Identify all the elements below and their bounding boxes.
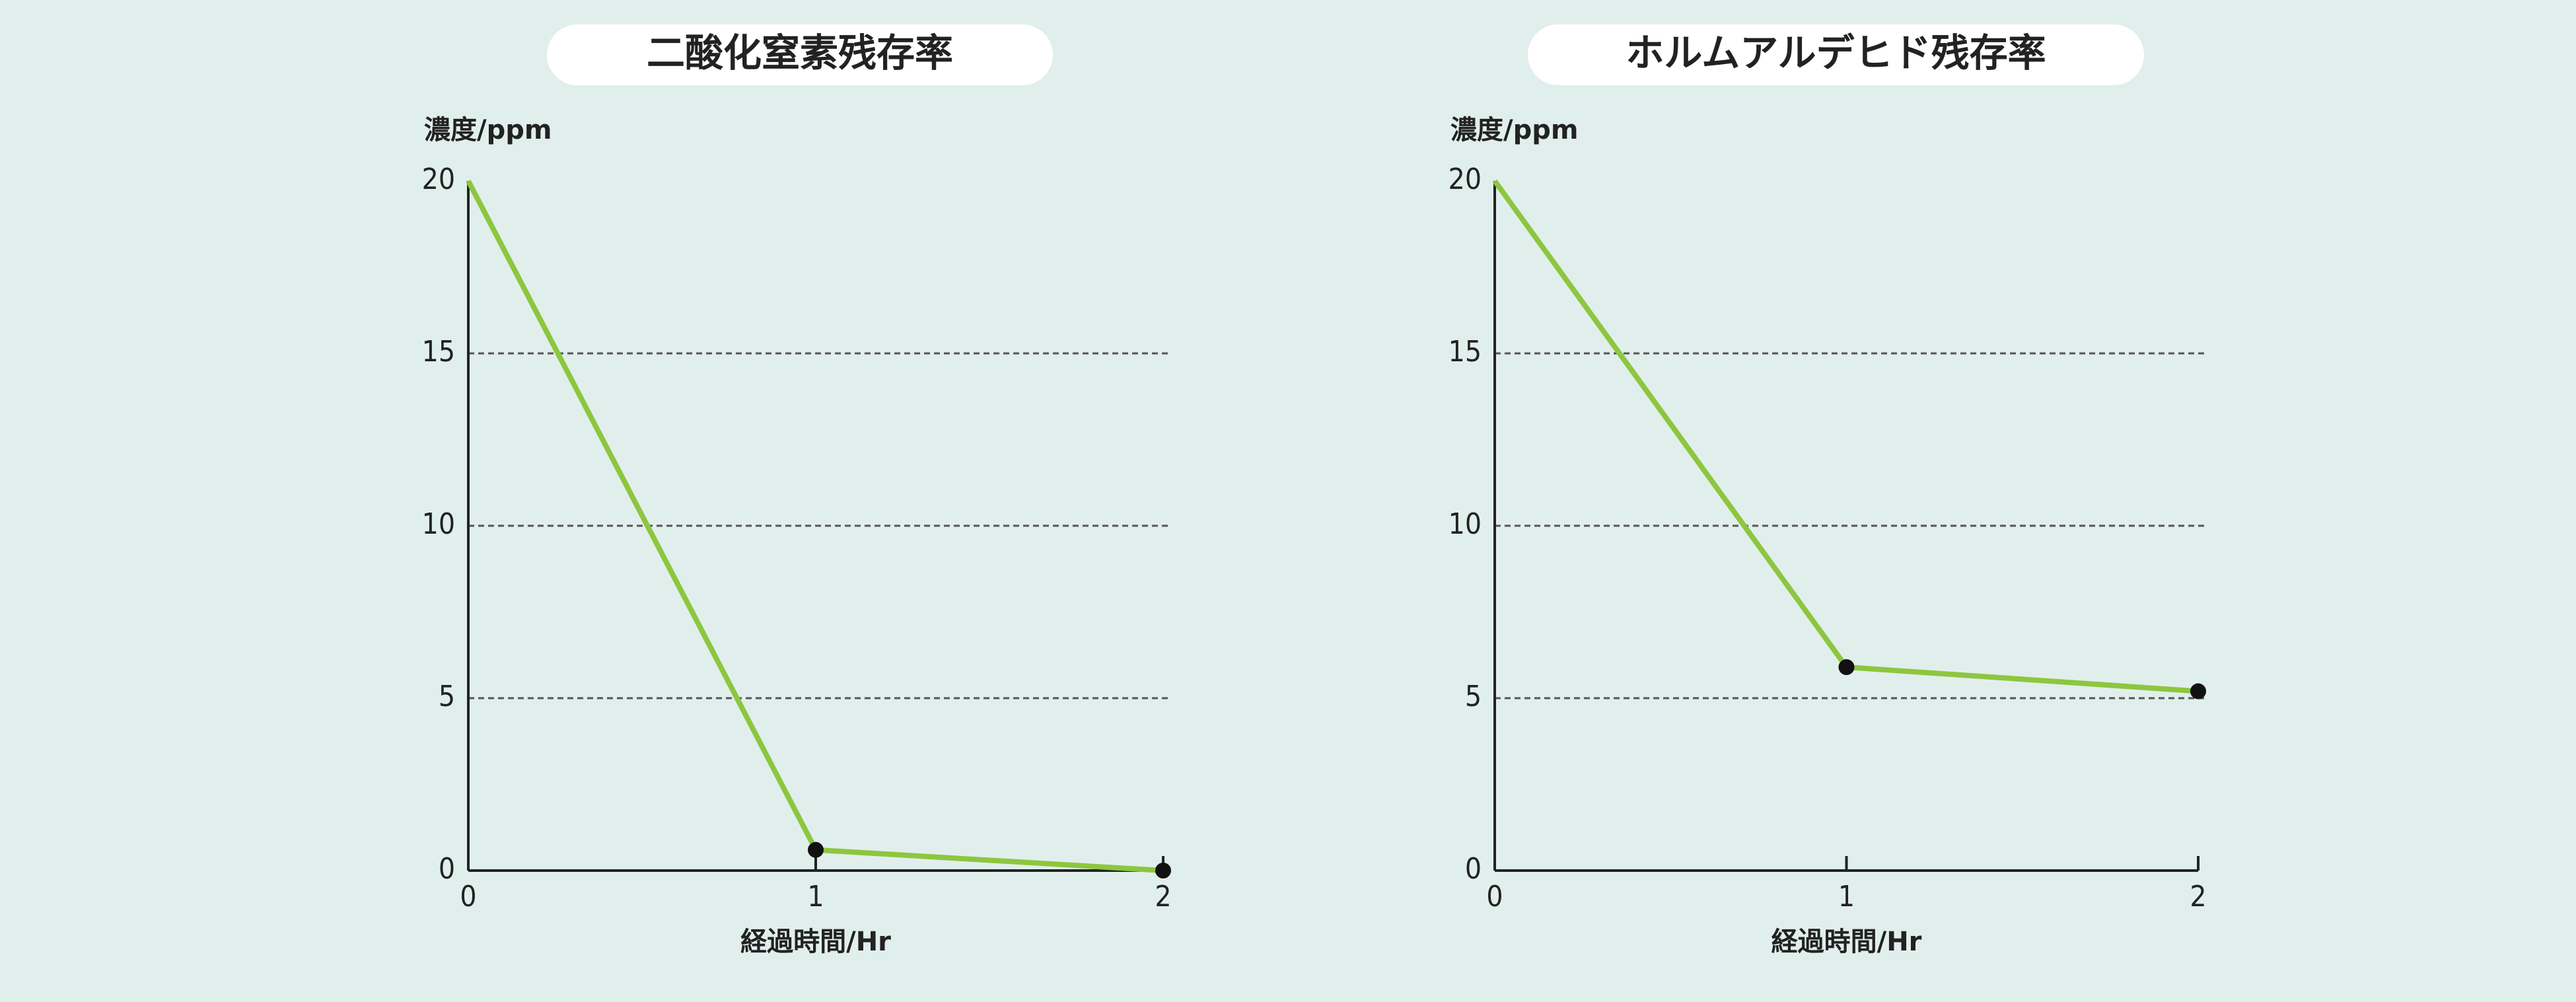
data-point xyxy=(808,841,824,858)
y-tick-label: 0 xyxy=(1465,852,1482,886)
title-pill xyxy=(1528,24,2144,85)
x-tick-label: 0 xyxy=(1486,880,1503,913)
data-point xyxy=(1838,659,1855,676)
x-tick-label: 2 xyxy=(2190,880,2206,913)
x-tick-label: 1 xyxy=(807,880,824,913)
y-tick-label: 20 xyxy=(1449,162,1482,196)
y-tick-label: 15 xyxy=(1449,335,1482,369)
x-axis-label: 経過時間/Hr xyxy=(740,927,891,957)
y-axis-label: 濃度/ppm xyxy=(1450,115,1579,145)
y-tick-label: 10 xyxy=(422,507,455,541)
title-pill xyxy=(547,24,1053,85)
y-axis-label: 濃度/ppm xyxy=(424,115,552,145)
data-line xyxy=(1492,179,2199,694)
y-tick-label: 5 xyxy=(1465,680,1482,713)
y-tick-label: 15 xyxy=(422,335,455,369)
x-tick-label: 2 xyxy=(1155,880,1171,913)
y-tick-label: 10 xyxy=(1449,507,1482,541)
chart-title: ホルムアルデヒド残存率 xyxy=(1626,30,2046,75)
data-point xyxy=(1155,863,1171,878)
chart-title: 二酸化窒素残存率 xyxy=(647,30,953,75)
y-tick-label: 5 xyxy=(439,680,455,713)
y-tick-label: 0 xyxy=(439,852,455,886)
x-tick-label: 0 xyxy=(460,880,476,913)
y-tick-label: 20 xyxy=(422,162,455,196)
x-tick-label: 1 xyxy=(1838,880,1855,913)
data-point xyxy=(2190,683,2206,699)
x-axis-label: 経過時間/Hr xyxy=(1771,927,1922,957)
